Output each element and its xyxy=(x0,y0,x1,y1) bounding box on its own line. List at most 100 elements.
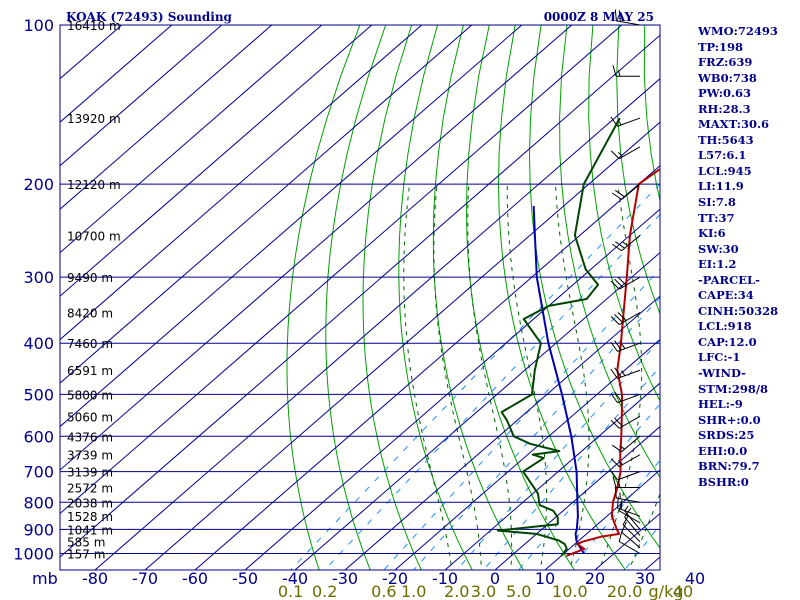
barb-staff xyxy=(624,516,641,536)
height-label: 5800 m xyxy=(67,388,113,402)
barb-staff xyxy=(622,524,641,543)
height-label: 3739 m xyxy=(67,449,113,463)
pressure-tick-label: 300 xyxy=(23,268,54,287)
isotherm xyxy=(294,251,660,570)
pressure-axis: 100 200 300 400 500 600 700 800 900 1000 xyxy=(13,16,54,564)
index-item: WB0:738 xyxy=(698,70,757,85)
height-label: 157 m xyxy=(67,548,105,562)
temperature-tick-label: -50 xyxy=(232,569,258,588)
isotherm xyxy=(60,25,623,515)
mixing-ratio-tick-label: 0.1 xyxy=(278,582,303,600)
barb-flag xyxy=(614,340,622,351)
index-item: KI:6 xyxy=(698,226,726,241)
barb-flag xyxy=(614,367,622,378)
dry-adiabat xyxy=(588,25,660,402)
barb-flag xyxy=(610,458,620,467)
temperature-tick-label: -20 xyxy=(382,569,408,588)
moist-adiabat xyxy=(467,184,513,565)
barb-staff xyxy=(617,369,641,379)
barb-flag xyxy=(611,444,622,453)
height-label: 8420 m xyxy=(67,307,113,321)
barb-flag xyxy=(614,9,617,21)
station-title: KOAK (72493) Sounding xyxy=(66,10,233,24)
index-item: SW:30 xyxy=(698,241,739,256)
wind-barb xyxy=(612,476,640,488)
mixing-ratio-tick-label: 10.0 xyxy=(552,582,588,600)
height-label: 7460 m xyxy=(67,337,113,351)
moist-adiabat xyxy=(433,184,482,565)
isotherm xyxy=(394,338,660,570)
temperature-tick-label: 10 xyxy=(535,569,555,588)
pressure-tick-label: 500 xyxy=(23,385,54,404)
isotherm xyxy=(444,382,660,570)
index-item: PW:0.63 xyxy=(698,86,752,101)
index-item: SHR+:0.0 xyxy=(698,412,761,427)
height-label: 10700 m xyxy=(67,229,121,243)
mixing-ratio-tick-label: 0.6 xyxy=(371,582,396,600)
barb-flag xyxy=(622,514,630,526)
barb-flag xyxy=(610,316,620,325)
mixing-ratio-tick-label: 0.2 xyxy=(312,582,337,600)
mixing-ratio-tick-label: 2.0 xyxy=(444,582,469,600)
temperature-axis: -80 -70 -60 -50 -40 -30 -20 -10 0 10 20 30 40 xyxy=(82,569,705,588)
barb-flag xyxy=(614,486,617,499)
wind-barb xyxy=(614,486,641,503)
barb-half-flag xyxy=(618,151,624,158)
temperature-tick-label: -40 xyxy=(282,569,308,588)
wind-barb xyxy=(610,312,641,325)
wind-barb xyxy=(612,65,640,77)
height-label: 16410 m xyxy=(67,19,121,33)
wind-barb xyxy=(611,435,641,453)
index-item: FRZ:639 xyxy=(698,55,753,70)
pressure-tick-label: 700 xyxy=(23,463,54,482)
mixing-ratio-tick-label: 5.0 xyxy=(506,582,531,600)
moist-adiabat xyxy=(506,184,548,565)
mixing-ratio-line xyxy=(289,183,660,570)
dewpoint-trace xyxy=(496,117,621,557)
barb-flag xyxy=(621,521,627,533)
index-item: MAXT:30.6 xyxy=(698,117,769,132)
barb-half-flag xyxy=(620,503,623,510)
mixing-ratio-line xyxy=(383,268,660,570)
wind-barbs xyxy=(610,9,641,554)
barb-half-flag xyxy=(618,459,624,465)
barb-flag xyxy=(617,312,627,321)
index-item: TT:37 xyxy=(698,210,735,225)
height-label: 585 m xyxy=(67,536,105,550)
barb-staff xyxy=(618,541,641,554)
barb-flag xyxy=(614,314,624,323)
isotherm xyxy=(244,208,660,570)
isobars xyxy=(60,24,660,554)
index-item: SRDS:25 xyxy=(698,428,755,443)
parcel-trace xyxy=(532,205,585,555)
index-item: EI:1.2 xyxy=(698,257,737,272)
temperature-tick-label: 30 xyxy=(635,569,655,588)
height-label: 1528 m xyxy=(67,510,113,524)
index-item: SI:7.8 xyxy=(698,195,736,210)
barb-flag xyxy=(610,341,618,352)
barb-flag xyxy=(618,10,621,22)
temperature-tick-label: -80 xyxy=(82,569,108,588)
index-item: LI:11.9 xyxy=(698,179,744,194)
height-label: 5060 m xyxy=(67,410,113,424)
wind-barb xyxy=(610,415,641,429)
height-label: 3139 m xyxy=(67,466,113,480)
wind-barb xyxy=(610,470,641,481)
isotherm xyxy=(60,25,273,210)
isotherm xyxy=(344,295,660,570)
wind-barb xyxy=(611,234,641,252)
temperature-tick-label: -10 xyxy=(432,569,458,588)
index-item: BRN:79.7 xyxy=(698,459,760,474)
wind-barb xyxy=(622,514,641,543)
moist-adiabat xyxy=(403,184,452,565)
index-item: RH:28.3 xyxy=(698,101,751,116)
pressure-tick-label: 400 xyxy=(23,334,54,353)
barb-flag xyxy=(615,190,625,198)
height-label: 2038 m xyxy=(67,496,113,510)
stability-indices-panel: WMO:72493 TP:198 FRZ:639 WB0:738 PW:0.63 RH:2… xyxy=(698,24,778,490)
barb-flag xyxy=(612,476,617,488)
index-item: TP:198 xyxy=(698,39,744,54)
barb-flag xyxy=(614,417,624,427)
index-item: HEL:-9 xyxy=(698,397,743,412)
isotherm xyxy=(60,25,323,254)
